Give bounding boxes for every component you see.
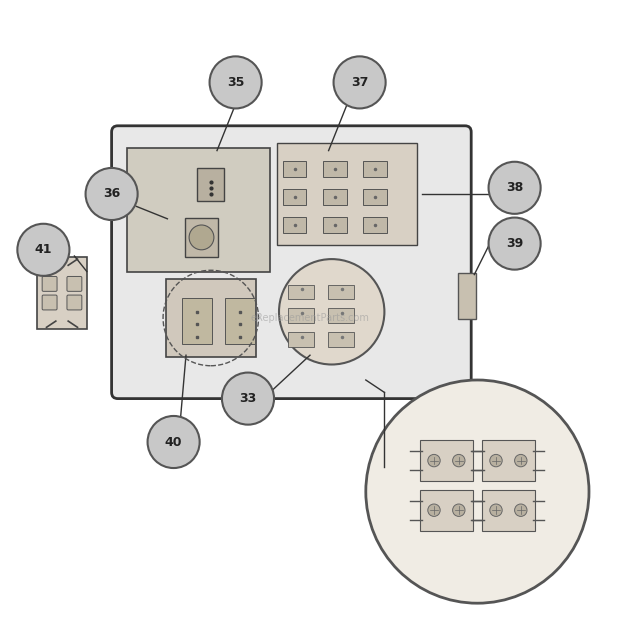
FancyBboxPatch shape	[328, 308, 354, 323]
Text: 38: 38	[506, 181, 523, 195]
Circle shape	[279, 259, 384, 364]
FancyBboxPatch shape	[323, 217, 347, 233]
FancyBboxPatch shape	[225, 298, 255, 344]
Circle shape	[334, 57, 386, 109]
FancyBboxPatch shape	[67, 277, 82, 291]
FancyBboxPatch shape	[458, 273, 476, 319]
Circle shape	[148, 416, 200, 468]
Text: 41: 41	[35, 244, 52, 256]
FancyBboxPatch shape	[363, 161, 387, 177]
FancyBboxPatch shape	[482, 440, 535, 481]
FancyBboxPatch shape	[288, 331, 314, 347]
FancyBboxPatch shape	[420, 440, 473, 481]
FancyBboxPatch shape	[288, 284, 314, 300]
FancyBboxPatch shape	[323, 161, 347, 177]
FancyBboxPatch shape	[42, 295, 57, 310]
Circle shape	[428, 454, 440, 467]
FancyBboxPatch shape	[328, 331, 354, 347]
Text: 39: 39	[506, 237, 523, 250]
Circle shape	[453, 454, 465, 467]
Text: 36: 36	[103, 188, 120, 200]
Circle shape	[490, 504, 502, 516]
Circle shape	[490, 454, 502, 467]
Circle shape	[515, 504, 527, 516]
FancyBboxPatch shape	[420, 490, 473, 530]
FancyBboxPatch shape	[283, 161, 306, 177]
Circle shape	[489, 218, 541, 270]
Circle shape	[210, 57, 262, 109]
Text: 40: 40	[165, 436, 182, 448]
FancyBboxPatch shape	[112, 126, 471, 399]
Text: 37: 37	[351, 76, 368, 89]
FancyBboxPatch shape	[197, 168, 224, 202]
FancyBboxPatch shape	[283, 217, 306, 233]
Text: 35: 35	[227, 76, 244, 89]
Circle shape	[489, 162, 541, 214]
FancyBboxPatch shape	[363, 217, 387, 233]
FancyBboxPatch shape	[283, 189, 306, 205]
Circle shape	[17, 224, 69, 276]
FancyBboxPatch shape	[328, 284, 354, 300]
Circle shape	[222, 373, 274, 425]
Text: 33: 33	[239, 392, 257, 405]
FancyBboxPatch shape	[363, 189, 387, 205]
Circle shape	[428, 504, 440, 516]
Circle shape	[86, 168, 138, 220]
FancyBboxPatch shape	[127, 148, 270, 272]
Circle shape	[189, 225, 214, 250]
Circle shape	[515, 454, 527, 467]
Circle shape	[453, 504, 465, 516]
FancyBboxPatch shape	[288, 308, 314, 323]
FancyBboxPatch shape	[166, 279, 256, 357]
FancyBboxPatch shape	[323, 189, 347, 205]
Circle shape	[366, 380, 589, 603]
FancyBboxPatch shape	[185, 218, 218, 257]
FancyBboxPatch shape	[37, 257, 87, 329]
FancyBboxPatch shape	[277, 142, 417, 245]
FancyBboxPatch shape	[482, 490, 535, 530]
FancyBboxPatch shape	[182, 298, 212, 344]
FancyBboxPatch shape	[67, 295, 82, 310]
FancyBboxPatch shape	[42, 277, 57, 291]
Text: eReplacementParts.com: eReplacementParts.com	[250, 313, 370, 323]
